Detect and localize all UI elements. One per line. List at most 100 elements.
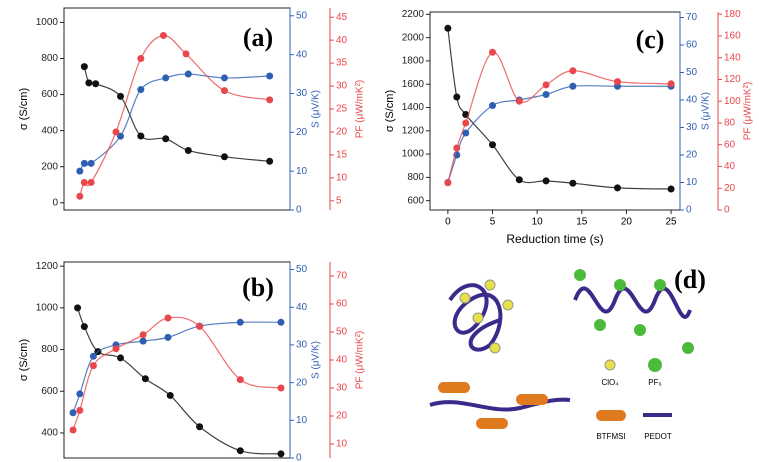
tick-label: 1200 — [36, 261, 59, 272]
data-point — [453, 93, 461, 101]
data-point — [542, 91, 550, 98]
data-point — [80, 159, 88, 167]
x-tick-label: 15 — [576, 217, 588, 228]
data-point — [236, 447, 244, 455]
data-point — [69, 426, 77, 434]
tick-label: 1800 — [402, 56, 425, 67]
tick-label: 20 — [296, 127, 308, 138]
data-point — [87, 159, 95, 167]
data-point — [667, 80, 675, 88]
data-point — [453, 144, 461, 152]
data-point — [462, 119, 470, 127]
data-point — [266, 72, 274, 80]
tick-label: 50 — [336, 327, 348, 338]
y2-axis-title: S (μV/K) — [701, 92, 712, 130]
data-point — [162, 74, 170, 82]
legend-clo4 — [604, 359, 616, 371]
tick-label: 10 — [296, 415, 308, 426]
legend-btfmsi — [596, 410, 626, 421]
tick-label: 70 — [686, 12, 698, 23]
data-point — [184, 146, 192, 154]
tick-label: 140 — [724, 52, 741, 63]
tick-label: 50 — [686, 67, 698, 78]
data-point — [80, 178, 88, 186]
data-point — [277, 318, 285, 326]
data-point — [444, 24, 452, 32]
tick-label: 30 — [336, 81, 348, 92]
tick-label: 0 — [296, 205, 302, 216]
series-line — [83, 66, 270, 162]
pf6-ion — [654, 279, 666, 291]
series-line — [72, 321, 281, 413]
data-point — [236, 376, 244, 384]
data-point — [569, 179, 577, 187]
y3-axis-title: PF (μW/mK²) — [355, 80, 366, 139]
pedot-chain — [429, 397, 571, 412]
label: ClO₄ — [601, 378, 618, 387]
tick-label: 25 — [336, 104, 348, 115]
tick-label: 10 — [686, 177, 698, 188]
pedot-chain — [573, 286, 692, 319]
tick-label: 50 — [296, 10, 308, 21]
tick-label: 180 — [724, 9, 741, 20]
tick-label: 60 — [724, 139, 736, 150]
series-line — [447, 85, 672, 183]
label: PEDOT — [644, 432, 672, 441]
tick-label: 20 — [686, 150, 698, 161]
tick-label: 70 — [336, 271, 348, 282]
tick-label: 35 — [336, 58, 348, 69]
data-point — [137, 132, 145, 140]
data-point — [85, 79, 93, 87]
tick-label: 40 — [336, 35, 348, 46]
tick-label: 1400 — [402, 102, 425, 113]
x-tick-label: 0 — [445, 217, 451, 228]
tick-label: 800 — [41, 344, 58, 355]
tick-label: 30 — [296, 340, 308, 351]
data-point — [76, 406, 84, 414]
data-point — [117, 92, 124, 100]
tick-label: 5 — [336, 195, 342, 206]
tick-label: 45 — [336, 12, 348, 23]
series-line — [79, 34, 270, 197]
tick-label: 600 — [41, 386, 58, 397]
tick-label: 0 — [52, 197, 58, 208]
pf6-ion — [682, 342, 694, 354]
data-point — [462, 129, 470, 137]
label: BTFMSI — [596, 432, 625, 441]
data-point — [220, 74, 228, 82]
series-line — [447, 51, 672, 183]
data-point — [164, 333, 172, 341]
data-point — [92, 80, 100, 88]
y-axis-title: σ (S/cm) — [18, 88, 30, 130]
panel-label: (a) — [243, 23, 273, 52]
tick-label: 30 — [336, 383, 348, 394]
tick-label: 1000 — [402, 149, 425, 160]
tick-label: 50 — [296, 264, 308, 275]
btfmsi-ion — [476, 418, 508, 429]
tick-label: 60 — [336, 299, 348, 310]
x-tick-label: 20 — [621, 217, 633, 228]
data-point — [444, 179, 452, 187]
tick-label: 1000 — [36, 17, 59, 28]
tick-label: 800 — [407, 172, 424, 183]
tick-label: 400 — [41, 125, 58, 136]
data-point — [112, 345, 120, 353]
pf6-ion — [614, 279, 626, 291]
diagram-d: ClO₄ PF₆ BTFMSI PEDOT (d) — [429, 265, 706, 441]
x-tick-label: 10 — [532, 217, 544, 228]
tick-label: 0 — [296, 453, 302, 462]
series-line — [76, 307, 282, 455]
data-point — [80, 63, 88, 71]
panel-label: (c) — [636, 25, 665, 54]
y2-axis-title: S (μV/K) — [311, 341, 322, 379]
tick-label: 600 — [407, 195, 424, 206]
panel-label: (b) — [242, 273, 274, 302]
tick-label: 1600 — [402, 79, 425, 90]
data-point — [74, 304, 82, 312]
tick-label: 20 — [336, 411, 348, 422]
data-point — [80, 323, 88, 331]
data-point — [614, 78, 621, 86]
tick-label: 0 — [686, 205, 692, 216]
clo4-ion — [472, 312, 484, 324]
